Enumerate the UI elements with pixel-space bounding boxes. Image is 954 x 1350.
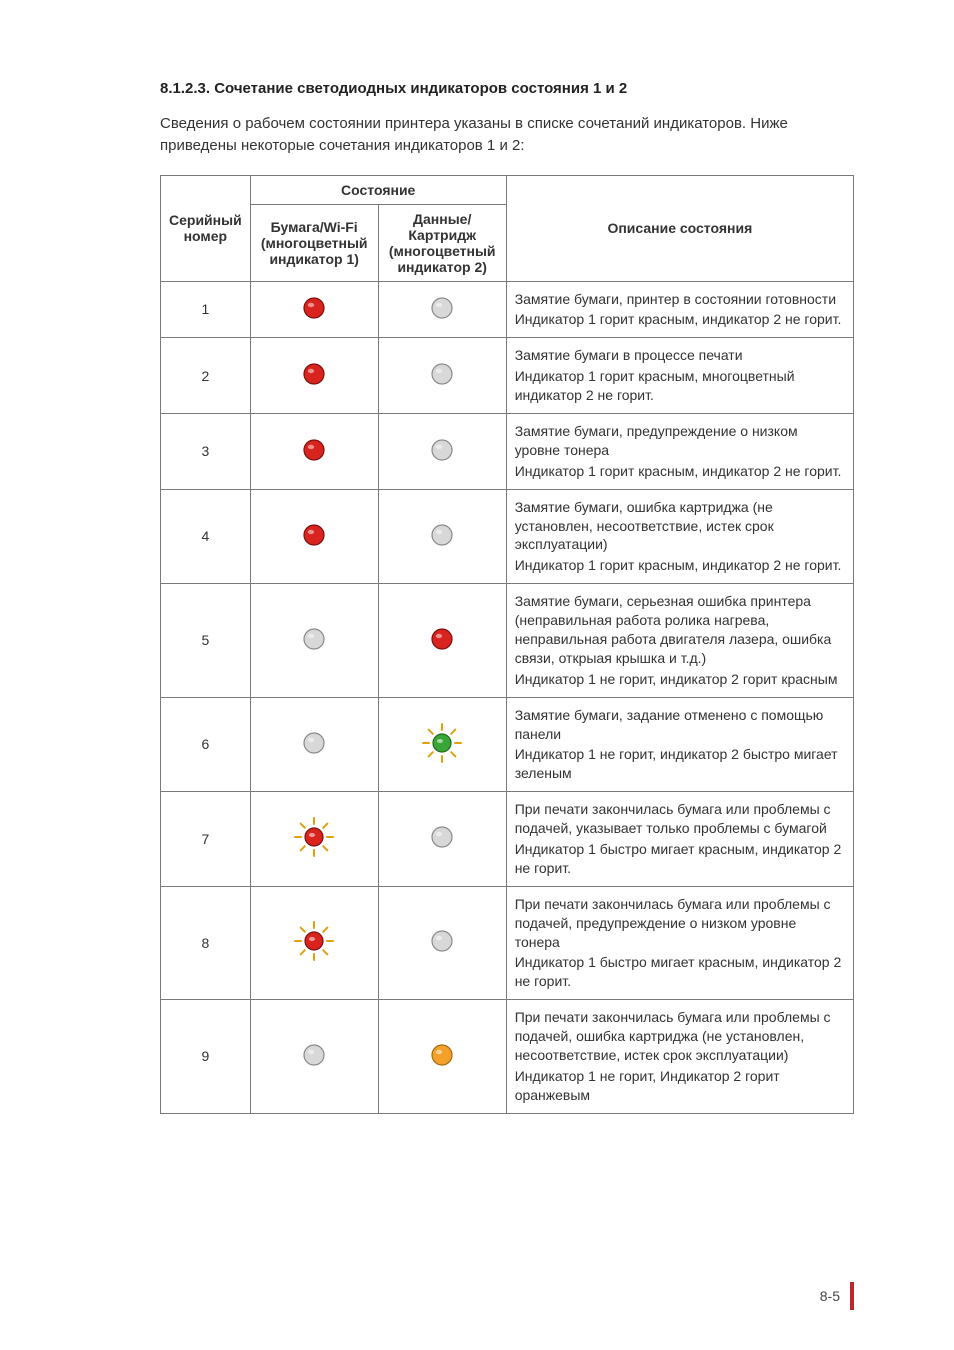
table-row: 4 Замятие бумаги, ошибка картриджа (не у… <box>161 489 854 584</box>
serial-cell: 3 <box>161 413 251 489</box>
indicator2-cell <box>378 886 506 999</box>
description-line: Замятие бумаги, предупреждение о низком … <box>515 422 845 460</box>
document-page: 8.1.2.3. Сочетание светодиодных индикато… <box>0 0 954 1164</box>
led-indicator-icon <box>429 361 455 390</box>
table-row: 9 При печати закончилась бумага или проб… <box>161 1000 854 1113</box>
led-indicator-icon <box>429 295 455 324</box>
description-line: Индикатор 1 не горит, индикатор 2 горит … <box>515 670 845 689</box>
indicator1-cell <box>250 338 378 414</box>
serial-cell: 5 <box>161 584 251 697</box>
indicator2-cell <box>378 281 506 338</box>
page-number: 8-5 <box>820 1288 840 1304</box>
table-row: 8 При печати закончилась бумага или проб… <box>161 886 854 999</box>
description-cell: При печати закончилась бумага или пробле… <box>506 886 853 999</box>
description-line: При печати закончилась бумага или пробле… <box>515 800 845 838</box>
table-row: 1 Замятие бумаги, принтер в состоянии го… <box>161 281 854 338</box>
description-line: Индикатор 1 горит красным, многоцветный … <box>515 367 845 405</box>
th-description: Описание состояния <box>506 175 853 281</box>
description-line: Замятие бумаги, ошибка картриджа (не уст… <box>515 498 845 555</box>
indicator1-cell <box>250 697 378 792</box>
led-indicator-icon <box>301 361 327 390</box>
led-indicator-icon <box>301 437 327 466</box>
indicator1-cell <box>250 489 378 584</box>
th-indicator2: Данные/ Картридж (многоцветный индикатор… <box>378 204 506 281</box>
description-line: Замятие бумаги, серьезная ошибка принтер… <box>515 592 845 668</box>
led-indicator-icon <box>301 1042 327 1071</box>
led-indicator-icon <box>429 1042 455 1071</box>
serial-cell: 9 <box>161 1000 251 1113</box>
description-cell: Замятие бумаги, задание отменено с помощ… <box>506 697 853 792</box>
table-row: 6 Замятие бумаги, задание отменено с пом… <box>161 697 854 792</box>
section-heading: 8.1.2.3. Сочетание светодиодных индикато… <box>160 80 854 97</box>
table-row: 7 При печати закончилась бумага или проб… <box>161 792 854 887</box>
th-state-group: Состояние <box>250 175 506 204</box>
indicator2-cell <box>378 792 506 887</box>
led-indicator-icon <box>301 730 327 759</box>
table-row: 3 Замятие бумаги, предупреждение о низко… <box>161 413 854 489</box>
indicator1-cell <box>250 792 378 887</box>
page-footer: 8-5 <box>820 1282 854 1310</box>
description-line: Индикатор 1 горит красным, индикатор 2 н… <box>515 310 845 329</box>
serial-cell: 8 <box>161 886 251 999</box>
led-indicator-icon <box>294 817 334 860</box>
serial-cell: 1 <box>161 281 251 338</box>
footer-accent-bar <box>850 1282 854 1310</box>
table-row: 2 Замятие бумаги в процессе печати Индика… <box>161 338 854 414</box>
th-serial: Серийный номер <box>161 175 251 281</box>
indicator1-cell <box>250 584 378 697</box>
description-cell: Замятие бумаги, ошибка картриджа (не уст… <box>506 489 853 584</box>
indicator2-cell <box>378 697 506 792</box>
indicator2-cell <box>378 338 506 414</box>
led-indicator-icon <box>429 522 455 551</box>
description-line: Индикатор 1 не горит, Индикатор 2 горит … <box>515 1067 845 1105</box>
th-indicator1: Бумага/Wi-Fi (многоцветный индикатор 1) <box>250 204 378 281</box>
indicator1-cell <box>250 1000 378 1113</box>
table-row: 5 Замятие бумаги, серьезная ошибка принт… <box>161 584 854 697</box>
led-indicator-icon <box>422 723 462 766</box>
led-indicator-icon <box>429 626 455 655</box>
intro-paragraph: Сведения о рабочем состоянии принтера ук… <box>160 113 854 157</box>
indicator2-cell <box>378 489 506 584</box>
description-line: При печати закончилась бумага или пробле… <box>515 1008 845 1065</box>
led-indicator-icon <box>294 921 334 964</box>
led-indicator-icon <box>429 928 455 957</box>
description-line: Индикатор 1 горит красным, индикатор 2 н… <box>515 556 845 575</box>
description-line: Индикатор 1 не горит, индикатор 2 быстро… <box>515 745 845 783</box>
description-line: Замятие бумаги в процессе печати <box>515 346 845 365</box>
description-cell: Замятие бумаги в процессе печати Индикато… <box>506 338 853 414</box>
serial-cell: 6 <box>161 697 251 792</box>
indicator2-cell <box>378 584 506 697</box>
description-line: Замятие бумаги, принтер в состоянии гото… <box>515 290 845 309</box>
description-cell: Замятие бумаги, принтер в состоянии гото… <box>506 281 853 338</box>
led-indicator-icon <box>301 522 327 551</box>
serial-cell: 2 <box>161 338 251 414</box>
description-cell: Замятие бумаги, предупреждение о низком … <box>506 413 853 489</box>
description-cell: При печати закончилась бумага или пробле… <box>506 792 853 887</box>
description-line: Индикатор 1 быстро мигает красным, индик… <box>515 953 845 991</box>
description-cell: При печати закончилась бумага или пробле… <box>506 1000 853 1113</box>
led-indicator-icon <box>429 437 455 466</box>
indicator1-cell <box>250 281 378 338</box>
indicator1-cell <box>250 413 378 489</box>
description-cell: Замятие бумаги, серьезная ошибка принтер… <box>506 584 853 697</box>
indicator2-cell <box>378 1000 506 1113</box>
indicator1-cell <box>250 886 378 999</box>
description-line: Индикатор 1 быстро мигает красным, индик… <box>515 840 845 878</box>
description-line: Замятие бумаги, задание отменено с помощ… <box>515 706 845 744</box>
serial-cell: 4 <box>161 489 251 584</box>
description-line: Индикатор 1 горит красным, индикатор 2 н… <box>515 462 845 481</box>
led-indicator-icon <box>429 824 455 853</box>
led-indicator-icon <box>301 626 327 655</box>
description-line: При печати закончилась бумага или пробле… <box>515 895 845 952</box>
led-status-table: Серийный номер Состояние Описание состоя… <box>160 175 854 1114</box>
serial-cell: 7 <box>161 792 251 887</box>
led-indicator-icon <box>301 295 327 324</box>
indicator2-cell <box>378 413 506 489</box>
